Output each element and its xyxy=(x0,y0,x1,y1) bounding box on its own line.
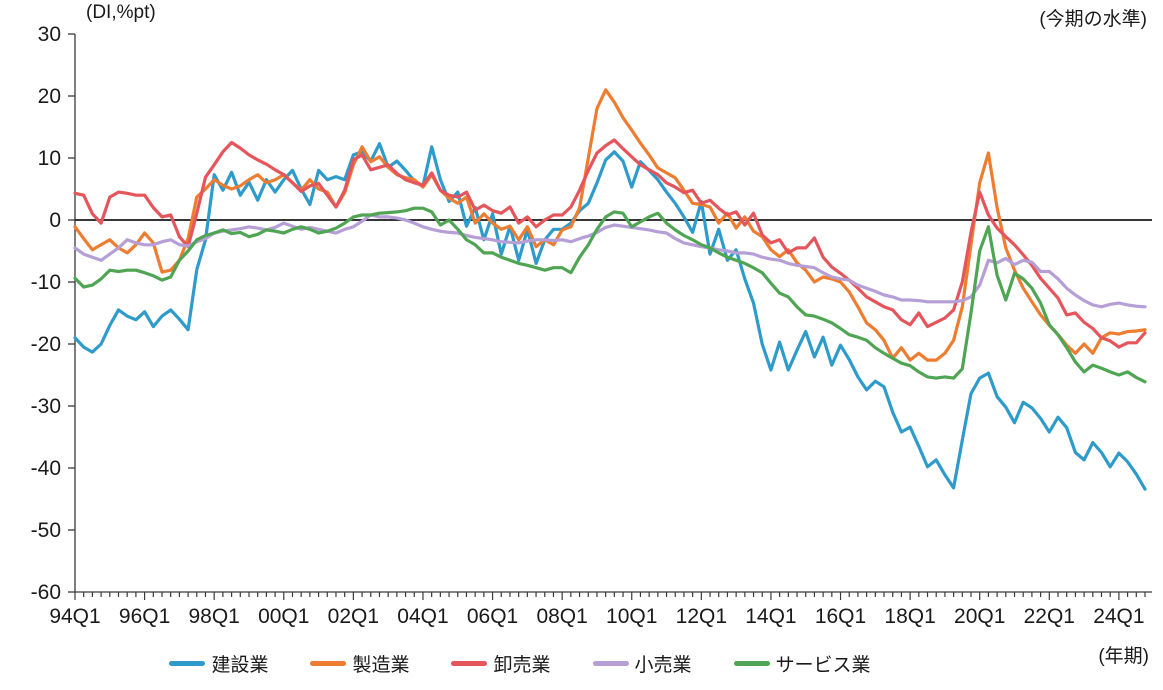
series-line-建設業 xyxy=(73,142,1147,491)
y-tick-label: -50 xyxy=(31,519,61,542)
y-tick-label: -30 xyxy=(31,395,61,418)
x-tick-label: 14Q1 xyxy=(745,605,796,628)
x-tick-label: 00Q1 xyxy=(258,605,309,628)
legend-item: 製造業 xyxy=(310,650,409,677)
x-tick-label: 08Q1 xyxy=(536,605,587,628)
legend-line-swatch-icon xyxy=(310,661,347,666)
x-tick-label: 04Q1 xyxy=(397,605,448,628)
legend-label: 製造業 xyxy=(352,655,410,676)
x-tick-label: 12Q1 xyxy=(676,605,727,628)
legend-label: 卸売業 xyxy=(493,655,551,676)
x-tick-label: 98Q1 xyxy=(188,605,239,628)
series-line-小売業 xyxy=(73,213,1147,309)
legend-line-swatch-icon xyxy=(169,661,206,666)
y-tick-label: 30 xyxy=(38,23,61,46)
x-tick-label: 10Q1 xyxy=(606,605,657,628)
x-axis-unit-label: (年期) xyxy=(1098,646,1149,667)
legend-label: 建設業 xyxy=(211,655,269,676)
legend-line-swatch-icon xyxy=(451,661,488,666)
y-tick-label: 0 xyxy=(49,209,61,232)
x-tick-label: 06Q1 xyxy=(467,605,518,628)
y-axis-unit-label: (DI,%pt) xyxy=(86,2,156,23)
x-tick-label: 16Q1 xyxy=(815,605,866,628)
x-tick-label: 18Q1 xyxy=(884,605,935,628)
legend-label: 小売業 xyxy=(634,655,692,676)
current-level-note: (今期の水準) xyxy=(1039,9,1147,30)
series-line-卸売業 xyxy=(73,138,1147,349)
x-tick-label: 94Q1 xyxy=(49,605,100,628)
legend-item: 卸売業 xyxy=(451,650,551,677)
y-tick-label: -20 xyxy=(31,333,61,356)
legend-line-swatch-icon xyxy=(592,661,629,666)
legend-item: サービス業 xyxy=(733,650,871,677)
legend-item: 小売業 xyxy=(592,650,692,677)
x-tick-label: 22Q1 xyxy=(1024,605,1075,628)
series-line-サービス業 xyxy=(73,206,1147,384)
chart-legend: 建設業 製造業 卸売業 小売業 サービス業 xyxy=(0,650,1040,677)
y-tick-label: 10 xyxy=(38,147,61,170)
legend-label: サービス業 xyxy=(775,655,871,676)
x-tick-label: 96Q1 xyxy=(119,605,170,628)
y-tick-label: -10 xyxy=(31,271,61,294)
y-tick-label: 20 xyxy=(38,85,61,108)
x-tick-label: 24Q1 xyxy=(1093,605,1144,628)
series-line-製造業 xyxy=(73,88,1147,362)
y-tick-label: -60 xyxy=(31,581,61,604)
y-tick-label: -40 xyxy=(31,457,61,480)
x-tick-label: 02Q1 xyxy=(328,605,379,628)
legend-item: 建設業 xyxy=(169,650,268,677)
x-tick-label: 20Q1 xyxy=(954,605,1005,628)
legend-line-swatch-icon xyxy=(733,661,770,666)
